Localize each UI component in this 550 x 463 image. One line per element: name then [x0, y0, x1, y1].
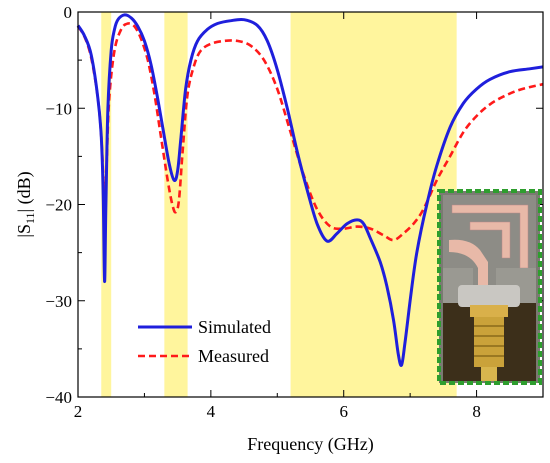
- x-tick-label: 6: [339, 402, 348, 421]
- highlight-band-2: [290, 12, 457, 397]
- y-tick-label: −10: [45, 99, 72, 118]
- x-axis-title: Frequency (GHz): [247, 434, 373, 455]
- y-tick-label: −20: [45, 196, 72, 215]
- series-layer: [76, 13, 544, 367]
- x-tick-label: 4: [207, 402, 216, 421]
- highlight-band-1: [164, 12, 188, 397]
- series-line-simulated: [76, 13, 544, 367]
- legend-label-simulated: Simulated: [198, 317, 271, 337]
- y-tick-label: −40: [45, 388, 72, 407]
- legend-label-measured: Measured: [198, 346, 269, 366]
- series-line-measured: [76, 22, 544, 242]
- legend: Simulated Measured: [138, 317, 271, 366]
- x-tick-label: 8: [472, 402, 481, 421]
- x-tick-label: 2: [74, 402, 83, 421]
- frequency-bands: [101, 12, 457, 397]
- axis-ticks: 2 4 6 8 0 −10 −20 −30 −40: [45, 3, 543, 421]
- antenna-prototype-photo: [437, 189, 542, 385]
- y-tick-label: −30: [45, 292, 72, 311]
- y-axis-title: |S11| (dB): [14, 171, 37, 237]
- y-tick-label: 0: [64, 3, 73, 22]
